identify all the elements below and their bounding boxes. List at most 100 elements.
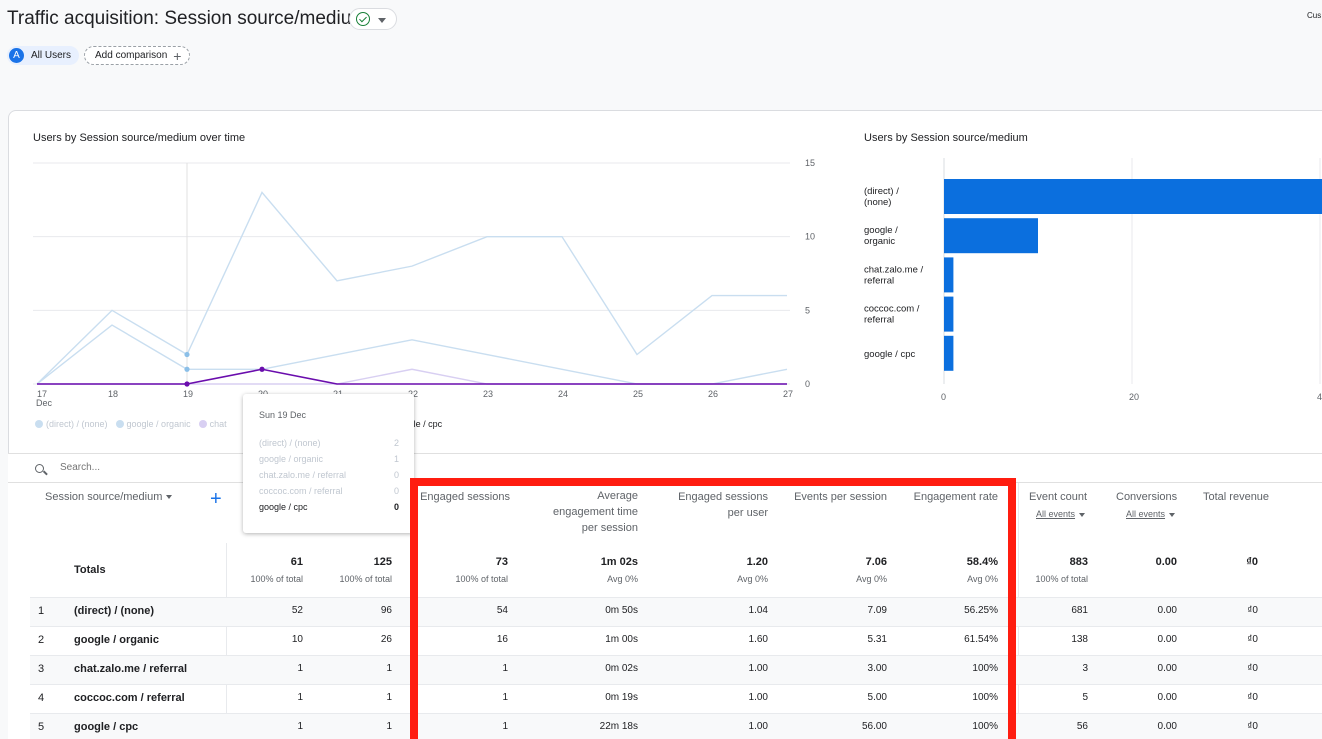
customize-report-button[interactable]: Cus <box>1307 11 1322 20</box>
total-sessions: 125 <box>373 556 392 568</box>
total-engaged-sessions: 73 <box>495 556 508 568</box>
legend-label: chat <box>209 419 227 429</box>
series-line <box>36 191 787 385</box>
bar-category-label: organic <box>864 236 895 247</box>
total-engaged-sessions-sub: 100% of total <box>455 574 508 584</box>
row-events-per-session: 3.00 <box>867 663 887 674</box>
legend-item[interactable]: chat <box>198 419 227 429</box>
row-sessions: 1 <box>386 663 392 674</box>
tooltip-row: google / organic 1 <box>259 454 399 464</box>
search-input[interactable] <box>60 462 260 473</box>
row-users: 1 <box>297 692 303 703</box>
all-events-label: All events <box>1126 509 1166 519</box>
total-users: 61 <box>290 556 303 568</box>
row-event-count: 56 <box>1076 721 1088 732</box>
tooltip-row-value: 0 <box>393 486 399 496</box>
col-header-engaged-sessions[interactable]: Engaged sessions <box>420 491 510 503</box>
data-point <box>184 381 190 387</box>
bar-chart[interactable]: 0 20 40 (direct) /(none) google /organic chat… <box>855 150 1322 410</box>
bar-chart-title: Users by Session source/medium <box>864 132 1028 144</box>
data-point <box>259 366 265 372</box>
tooltip-row: chat.zalo.me / referral 0 <box>259 470 399 480</box>
row-event-count: 681 <box>1071 605 1088 616</box>
row-dimension[interactable]: chat.zalo.me / referral <box>74 663 188 675</box>
row-event-count: 3 <box>1082 663 1088 674</box>
table-search-bar <box>8 453 1322 483</box>
line-chart-title: Users by Session source/medium over time <box>33 132 246 144</box>
dimension-header[interactable]: Session source/medium <box>45 489 173 505</box>
legend-label: (direct) / (none) <box>46 419 108 429</box>
row-revenue: ₫0 <box>1247 605 1258 616</box>
plus-icon: + <box>173 47 182 64</box>
row-divider <box>30 597 1322 598</box>
row-dimension[interactable]: google / organic <box>74 634 159 646</box>
row-divider <box>30 626 1322 627</box>
col-header-conversions[interactable]: Conversions <box>1116 491 1178 503</box>
legend-label: google / organic <box>126 419 191 429</box>
row-avg-engagement: 0m 19s <box>605 692 638 703</box>
x-tick-label: 24 <box>558 389 568 399</box>
legend-item[interactable]: google / organic <box>115 419 191 429</box>
line-chart[interactable]: 05101517Dec18192021222324252627 <box>0 150 840 415</box>
row-engagement-rate: 100% <box>972 721 998 732</box>
col-header-avg-engagement[interactable]: Average engagement time per session <box>518 488 638 536</box>
row-conversions: 0.00 <box>1157 692 1177 703</box>
add-comparison-button[interactable]: Add comparison + <box>84 46 191 65</box>
total-events-per-session-sub: Avg 0% <box>856 574 887 584</box>
dimension-header-label: Session source/medium <box>45 491 163 503</box>
x-tick-label: 27 <box>783 389 793 399</box>
x-tick-label: 19 <box>183 389 193 399</box>
col-header-line: Average <box>597 490 638 502</box>
row-conversions: 0.00 <box>1157 721 1177 732</box>
bar <box>944 179 1322 214</box>
report-status-dropdown[interactable] <box>349 8 397 30</box>
all-events-label: All events <box>1036 509 1076 519</box>
table-row[interactable] <box>30 655 1322 684</box>
table-row[interactable] <box>30 713 1322 739</box>
total-sessions-sub: 100% of total <box>339 574 392 584</box>
col-header-engagement-rate[interactable]: Engagement rate <box>913 491 998 503</box>
column-divider <box>226 543 227 739</box>
conversions-filter-link[interactable]: All events <box>1126 509 1176 519</box>
legend-item[interactable]: (direct) / (none) <box>35 419 108 429</box>
row-dimension[interactable]: google / cpc <box>74 721 139 733</box>
tooltip-row-label: google / cpc <box>259 502 308 512</box>
bar-category-label: (direct) / <box>864 186 899 197</box>
tooltip-row-value: 1 <box>393 454 399 464</box>
total-avg-engagement: 1m 02s <box>600 556 638 568</box>
row-index: 1 <box>38 605 45 617</box>
caret-down-icon <box>1169 512 1176 517</box>
add-dimension-plus-icon[interactable]: + <box>210 488 222 510</box>
tooltip-date: Sun 19 Dec <box>259 410 307 420</box>
event-count-filter-link[interactable]: All events <box>1036 509 1086 519</box>
row-engaged-per-user: 1.60 <box>748 634 768 645</box>
x-tick-label: 23 <box>483 389 493 399</box>
col-header-engaged-per-user[interactable]: Engaged sessions per user <box>648 489 768 521</box>
row-avg-engagement: 0m 02s <box>605 663 638 674</box>
legend-dot-icon <box>198 420 207 428</box>
report-header: Traffic acquisition: Session source/medi… <box>0 0 1322 110</box>
col-header-total-revenue[interactable]: Total revenue <box>1203 491 1270 503</box>
col-header-event-count[interactable]: Event count <box>1029 491 1088 503</box>
row-engaged-per-user: 1.00 <box>748 692 768 703</box>
segment-chip-all-users[interactable]: A All Users <box>7 46 80 65</box>
col-header-line: per session <box>581 522 638 534</box>
row-dimension[interactable]: coccoc.com / referral <box>74 692 185 704</box>
row-event-count: 138 <box>1071 634 1088 645</box>
x-tick-label: 20 <box>1129 392 1139 402</box>
data-point <box>184 366 190 372</box>
row-dimension[interactable]: (direct) / (none) <box>74 605 155 617</box>
row-event-count: 5 <box>1082 692 1088 703</box>
search-icon <box>35 464 44 473</box>
tooltip-row-value: 0 <box>393 502 399 512</box>
row-events-per-session: 5.00 <box>867 692 887 703</box>
row-conversions: 0.00 <box>1157 634 1177 645</box>
col-header-events-per-session[interactable]: Events per session <box>794 491 887 503</box>
total-engagement-rate: 58.4% <box>966 556 998 568</box>
row-revenue: ₫0 <box>1247 634 1258 645</box>
row-index: 4 <box>38 692 45 704</box>
table-row[interactable] <box>30 597 1322 626</box>
row-events-per-session: 5.31 <box>867 634 887 645</box>
bar-category-label: google / cpc <box>864 349 915 360</box>
y-tick-label: 5 <box>805 305 810 315</box>
